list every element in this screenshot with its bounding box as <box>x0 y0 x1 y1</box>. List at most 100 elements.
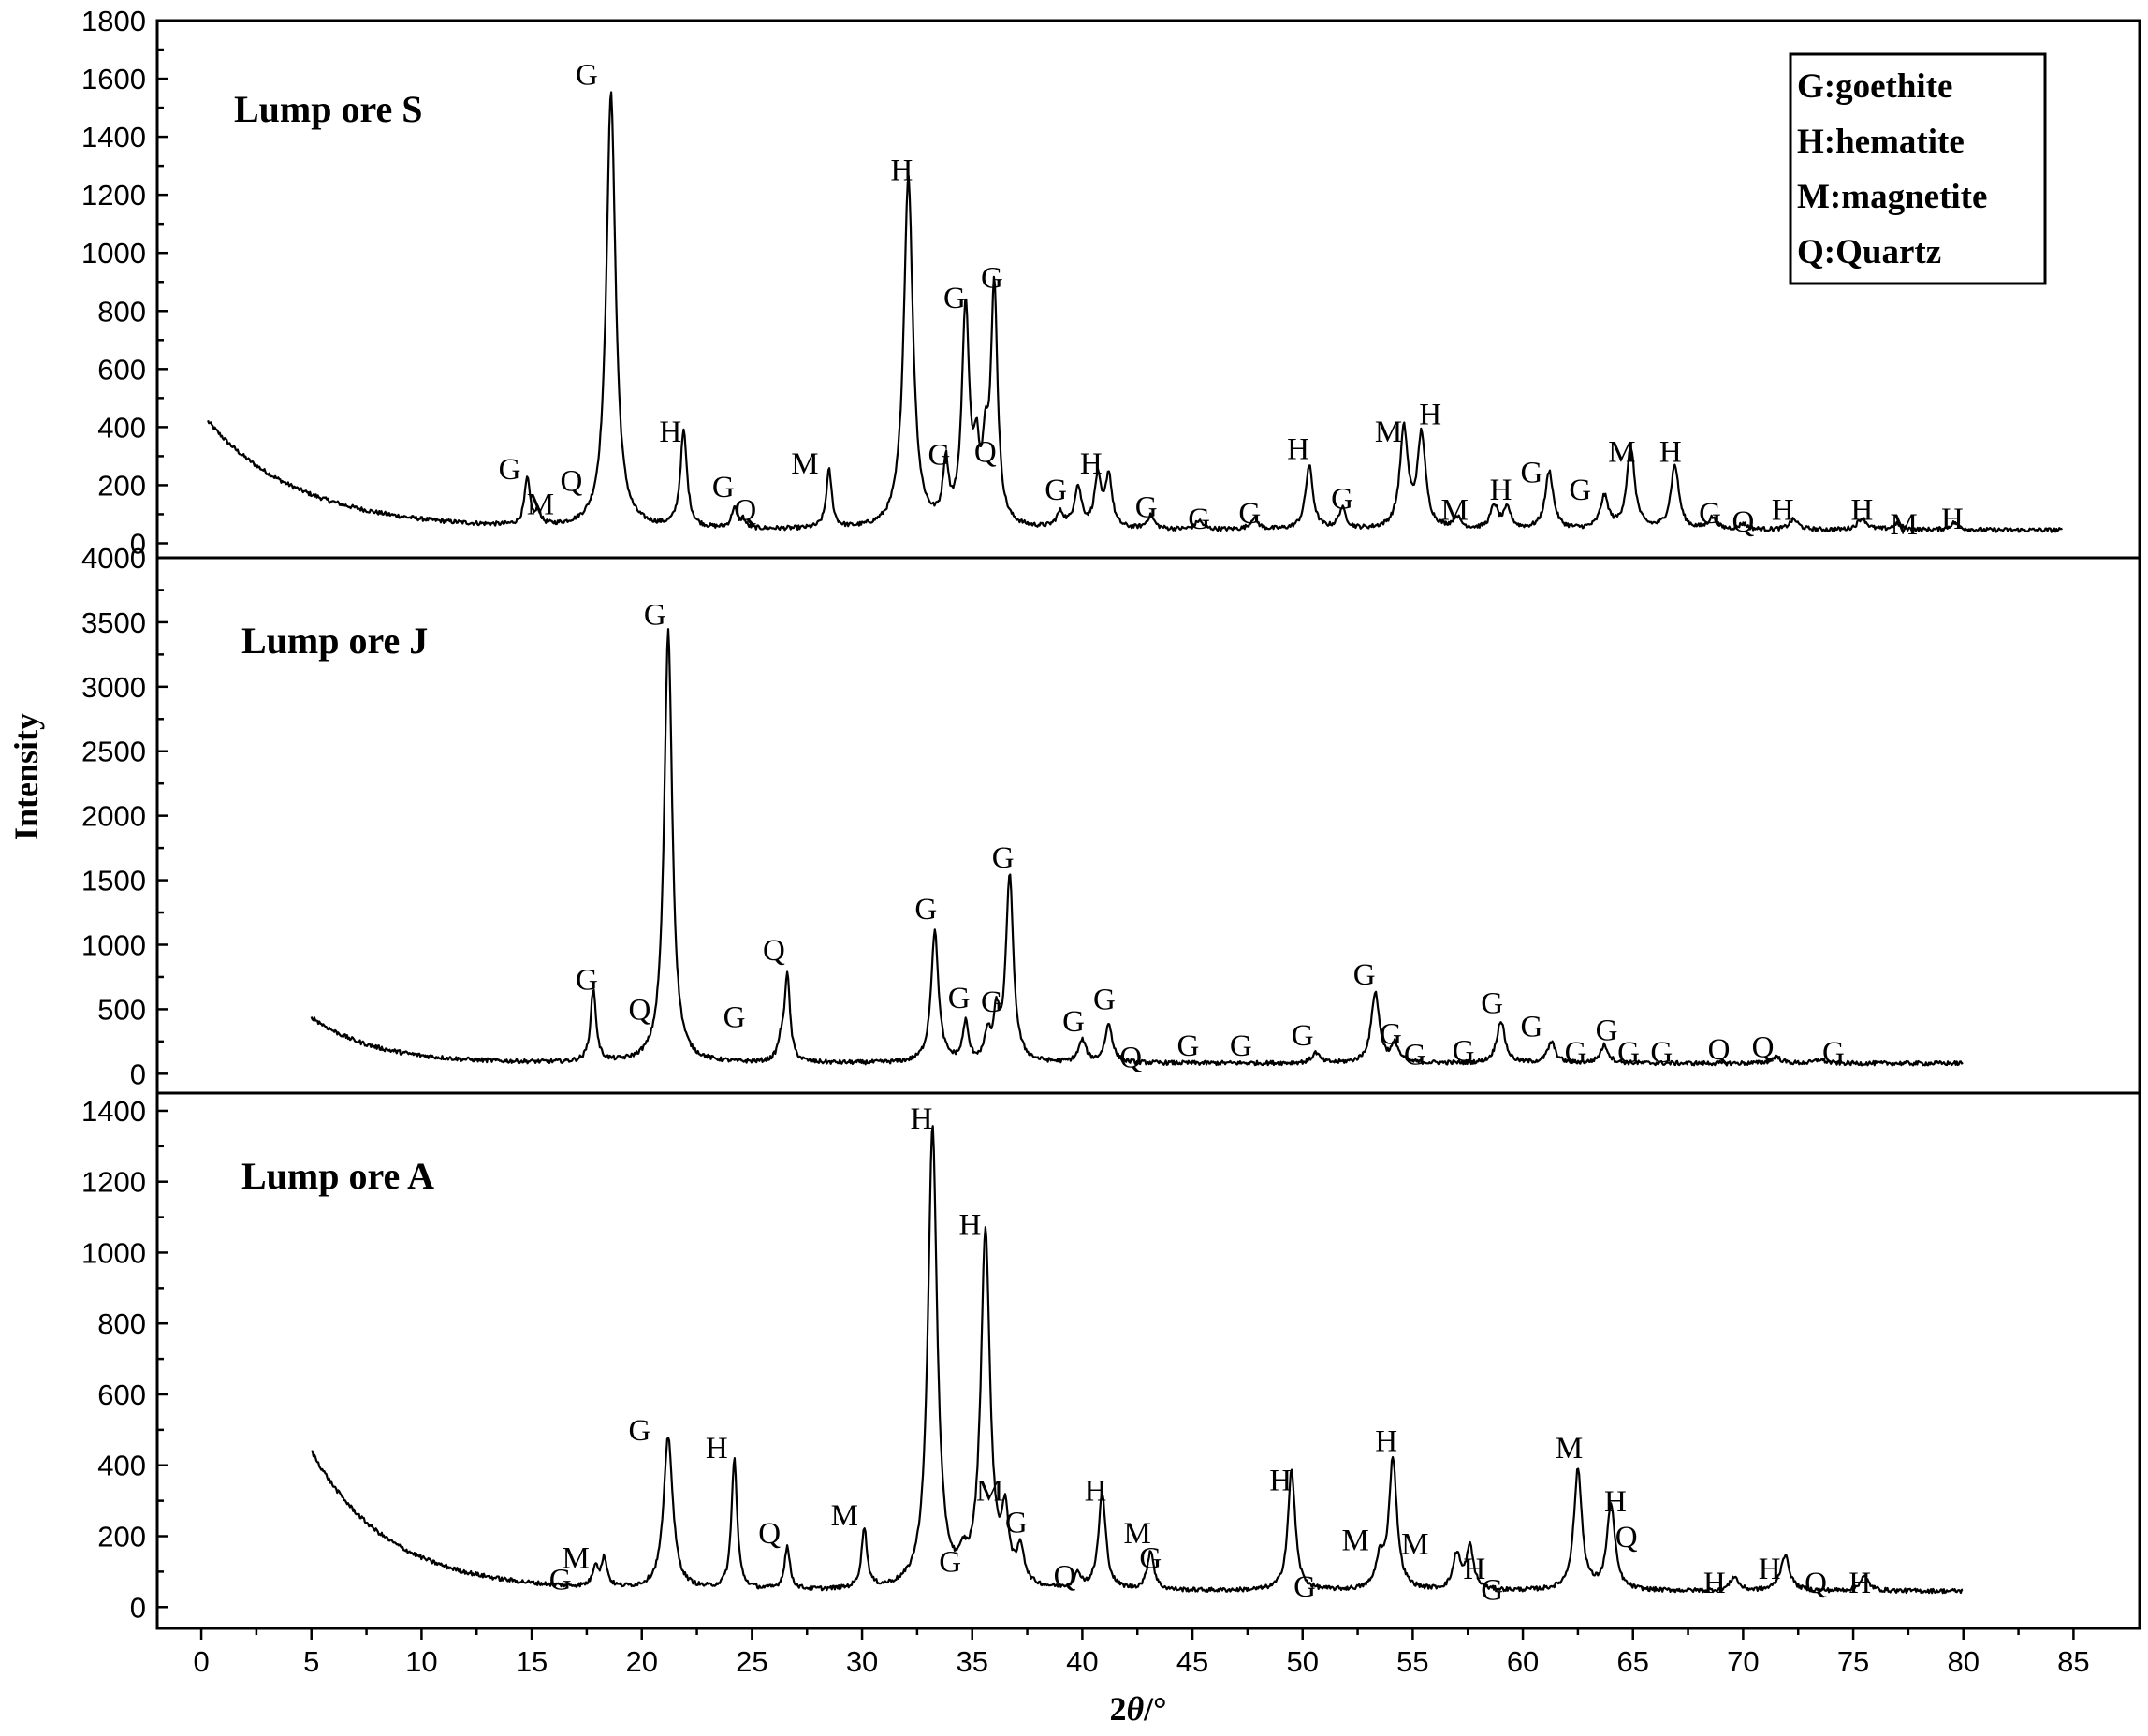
peak-label: H <box>1703 1567 1726 1600</box>
peak-label: G <box>1093 983 1116 1016</box>
y-tick-label: 1000 <box>81 1236 146 1269</box>
peak-label: G <box>576 58 598 92</box>
peak-label: M <box>527 488 554 521</box>
y-tick-label: 600 <box>97 1379 146 1411</box>
panels-group: 020040060080010001200140016001800GMQGHGQ… <box>81 5 2141 1630</box>
panel-frame <box>155 556 2141 1095</box>
legend-item-magnetite: M:magnetite <box>1797 178 1987 216</box>
peak-label: Q <box>763 934 785 968</box>
peak-label: G <box>1565 1036 1587 1070</box>
y-tick-label: 1600 <box>81 63 146 95</box>
peak-label: G <box>1230 1029 1252 1063</box>
y-tick-label: 0 <box>130 1591 146 1624</box>
x-axis: 0 5 10 15 20 25 30 35 40 45 50 55 60 65 70 75 80 85 <box>193 1628 2090 1678</box>
y-tick-label: 1200 <box>81 1166 146 1199</box>
peak-label: H <box>1659 436 1682 470</box>
peak-label: M <box>1342 1524 1369 1558</box>
peak-label: Q <box>1119 1041 1142 1074</box>
peak-label: G <box>1005 1507 1028 1540</box>
peak-label: M <box>831 1499 858 1533</box>
panel-title: Lump ore S <box>234 88 423 130</box>
peak-label: H <box>911 1102 933 1136</box>
peak-label: G <box>1481 987 1503 1021</box>
peak-label: M <box>1440 494 1468 528</box>
peak-label: Q <box>1732 505 1754 539</box>
peak-label: Q <box>628 993 650 1027</box>
panel-title: Lump ore J <box>241 620 428 662</box>
x-axis-title-prefix: 2 <box>1109 1690 1126 1728</box>
peak-label: M <box>1124 1517 1151 1551</box>
peak-label: G <box>1699 497 1721 531</box>
peak-label: M <box>1556 1432 1583 1466</box>
y-tick-label: 1500 <box>81 865 146 897</box>
peak-label: M <box>562 1542 589 1576</box>
peak-label: M <box>1401 1527 1428 1561</box>
x-tick-label: 10 <box>405 1645 437 1678</box>
peak-label: G <box>1188 503 1210 536</box>
peak-label: G <box>1822 1036 1845 1070</box>
peak-label: H <box>891 154 913 188</box>
peak-label: H <box>1463 1553 1485 1586</box>
peak-label: Q <box>1054 1560 1076 1594</box>
peak-label: G <box>1238 497 1261 531</box>
peak-label: H <box>1085 1475 1107 1509</box>
peak-label: H <box>1851 494 1874 528</box>
x-tick-label: 30 <box>846 1645 878 1678</box>
peak-label: G <box>1176 1029 1199 1063</box>
x-tick-label: 70 <box>1727 1645 1759 1678</box>
y-tick-label: 600 <box>97 353 146 386</box>
x-tick-label: 5 <box>303 1645 319 1678</box>
peak-label: M <box>791 447 818 481</box>
peak-label: G <box>549 1563 572 1597</box>
y-tick-label: 1400 <box>81 121 146 153</box>
x-tick-label: 35 <box>956 1645 987 1678</box>
legend-item-quartz: Q:Quartz <box>1797 233 1941 271</box>
y-tick-label: 800 <box>97 295 146 328</box>
peak-label: G <box>499 453 521 487</box>
peak-label: H <box>706 1432 728 1466</box>
peak-label: H <box>1269 1464 1292 1497</box>
peak-label: Q <box>1805 1567 1827 1600</box>
peak-label: G <box>1617 1036 1640 1070</box>
peak-label: H <box>1772 494 1794 528</box>
x-tick-label: 25 <box>736 1645 767 1678</box>
peak-label: H <box>1080 447 1103 481</box>
panel-lump-ore-s: 020040060080010001200140016001800GMQGHGQ… <box>81 5 2141 560</box>
peak-label: Q <box>734 494 756 528</box>
peak-label: H <box>958 1209 981 1243</box>
x-axis-title: 2θ/° <box>1109 1690 1166 1728</box>
peak-label: G <box>1521 456 1543 489</box>
legend-item-hematite: H:hematite <box>1797 123 1965 161</box>
peak-label: H <box>1287 433 1309 467</box>
y-tick-label: 400 <box>97 411 146 444</box>
peak-label: G <box>1481 1574 1503 1608</box>
peak-label: G <box>1292 1019 1314 1053</box>
peak-label: G <box>712 471 735 504</box>
y-tick-label: 800 <box>97 1307 146 1340</box>
xrd-series-line <box>207 91 2063 533</box>
panel-frame <box>155 1091 2141 1630</box>
x-tick-label: 75 <box>1837 1645 1869 1678</box>
panel-title: Lump ore A <box>241 1155 434 1197</box>
peak-label: G <box>928 439 951 473</box>
peak-label: Q <box>974 436 997 470</box>
peak-label: G <box>1135 491 1158 525</box>
y-axis-title: Intensity <box>7 713 45 840</box>
peak-label: G <box>939 1545 961 1579</box>
y-tick-label: 1000 <box>81 928 146 961</box>
x-tick-label: 45 <box>1176 1645 1208 1678</box>
y-tick-label: 1200 <box>81 179 146 212</box>
peak-label: H <box>1490 474 1512 507</box>
x-tick-label: 20 <box>625 1645 657 1678</box>
x-tick-label: 0 <box>193 1645 209 1678</box>
peak-label: Q <box>1708 1033 1731 1067</box>
peak-label: G <box>628 1414 650 1448</box>
y-tick-label: 2000 <box>81 800 146 833</box>
x-tick-label: 50 <box>1286 1645 1318 1678</box>
peak-label: Q <box>1752 1030 1775 1064</box>
peak-label: G <box>1293 1570 1316 1604</box>
y-tick-label: 2500 <box>81 736 146 768</box>
peak-label: H <box>1759 1553 1781 1586</box>
